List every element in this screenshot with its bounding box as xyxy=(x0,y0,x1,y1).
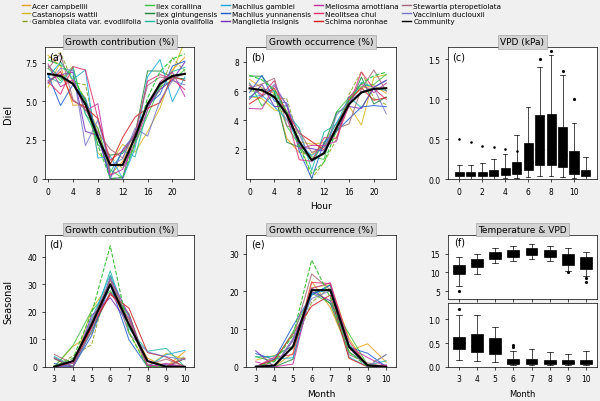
Title: Growth occurrence (%): Growth occurrence (%) xyxy=(269,225,373,235)
Legend: Acer campbellii, Castanopsis wattii, Gamblea cliata var. evodiifolia, Ilex coral: Acer campbellii, Castanopsis wattii, Gam… xyxy=(22,4,501,25)
Point xyxy=(466,140,476,146)
Text: (d): (d) xyxy=(49,239,63,249)
Point xyxy=(489,145,499,151)
Point xyxy=(454,137,464,143)
X-axis label: Month: Month xyxy=(307,389,335,398)
Point xyxy=(523,143,533,150)
PathPatch shape xyxy=(508,250,519,258)
Point xyxy=(535,141,544,147)
PathPatch shape xyxy=(562,360,574,364)
PathPatch shape xyxy=(544,360,556,364)
Point xyxy=(478,143,487,150)
Text: (f): (f) xyxy=(454,237,465,247)
PathPatch shape xyxy=(489,338,501,354)
PathPatch shape xyxy=(558,128,567,168)
PathPatch shape xyxy=(544,250,556,258)
PathPatch shape xyxy=(547,114,556,166)
PathPatch shape xyxy=(453,265,464,275)
Text: (b): (b) xyxy=(251,52,265,62)
Title: VPD (kPa): VPD (kPa) xyxy=(500,38,544,47)
Point xyxy=(500,146,510,153)
Title: Growth contribution (%): Growth contribution (%) xyxy=(65,38,174,47)
Text: (e): (e) xyxy=(251,239,265,249)
Point xyxy=(512,149,521,155)
PathPatch shape xyxy=(471,334,483,352)
PathPatch shape xyxy=(580,258,592,269)
PathPatch shape xyxy=(508,359,519,364)
PathPatch shape xyxy=(581,170,590,177)
Text: (a): (a) xyxy=(49,52,63,62)
X-axis label: Hour: Hour xyxy=(310,202,332,211)
PathPatch shape xyxy=(478,173,487,177)
PathPatch shape xyxy=(489,171,499,177)
PathPatch shape xyxy=(453,338,464,349)
Title: Temperature & VPD: Temperature & VPD xyxy=(478,225,567,235)
PathPatch shape xyxy=(500,169,510,176)
PathPatch shape xyxy=(535,116,544,166)
X-axis label: Month: Month xyxy=(509,389,536,398)
PathPatch shape xyxy=(471,259,483,267)
PathPatch shape xyxy=(526,248,538,256)
PathPatch shape xyxy=(489,252,501,259)
PathPatch shape xyxy=(562,254,574,265)
PathPatch shape xyxy=(466,173,475,177)
PathPatch shape xyxy=(526,359,538,364)
Title: Growth contribution (%): Growth contribution (%) xyxy=(65,225,174,235)
Title: Growth occurrence (%): Growth occurrence (%) xyxy=(269,38,373,47)
Text: Seasonal: Seasonal xyxy=(3,279,13,323)
PathPatch shape xyxy=(455,173,464,177)
Text: (c): (c) xyxy=(452,52,465,62)
PathPatch shape xyxy=(580,360,592,364)
PathPatch shape xyxy=(524,144,533,170)
PathPatch shape xyxy=(512,162,521,174)
Text: Diel: Diel xyxy=(3,104,13,124)
PathPatch shape xyxy=(569,152,578,175)
